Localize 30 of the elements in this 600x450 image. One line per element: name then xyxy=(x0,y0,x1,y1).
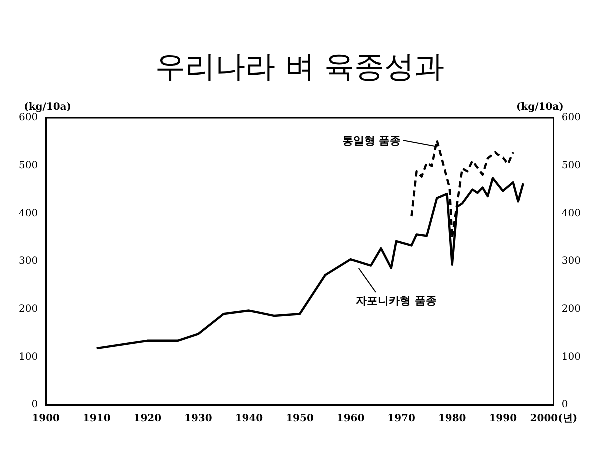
y2-tick-label: 100 xyxy=(562,352,582,363)
y-tick-label: 0 xyxy=(32,400,38,411)
x-tick-label: 1930 xyxy=(184,414,212,425)
x-tick-label: 1950 xyxy=(286,414,314,425)
annotation: 자포니카형 품종 xyxy=(356,294,437,308)
y-tick-label: 100 xyxy=(18,352,38,363)
y2-axis-title: (kg/10a) xyxy=(516,102,564,113)
y2-tick-label: 300 xyxy=(562,256,582,268)
chart-title: 우리나라 벼 육종성과 xyxy=(154,49,446,87)
y-tick-label: 200 xyxy=(18,304,38,315)
y-tick-label: 600 xyxy=(18,112,38,124)
x-tick-label: 1970 xyxy=(388,414,416,425)
x-tick-label: 1900 xyxy=(32,414,60,425)
y-tick-label: 500 xyxy=(18,160,38,172)
y2-tick-label: 400 xyxy=(562,208,582,220)
x-tick-label: 1990 xyxy=(489,414,518,425)
x-tick-label: 1980 xyxy=(438,414,466,425)
x-tick-label: 1910 xyxy=(82,414,111,425)
y-tick-label: 300 xyxy=(18,256,38,268)
x-tick-label: 1920 xyxy=(134,414,162,425)
y2-tick-label: 500 xyxy=(562,160,582,172)
annotation: 통일형 품종 xyxy=(342,134,402,148)
y2-tick-label: 0 xyxy=(562,400,568,411)
y-tick-label: 400 xyxy=(18,208,38,220)
x-tick-label: 1960 xyxy=(336,414,365,425)
y-axis-title: (kg/10a) xyxy=(24,102,72,113)
x-tick-label: 2000(년) xyxy=(530,414,578,425)
x-tick-label: 1940 xyxy=(235,414,264,425)
y2-tick-label: 200 xyxy=(562,304,582,315)
y2-tick-label: 600 xyxy=(562,112,582,124)
